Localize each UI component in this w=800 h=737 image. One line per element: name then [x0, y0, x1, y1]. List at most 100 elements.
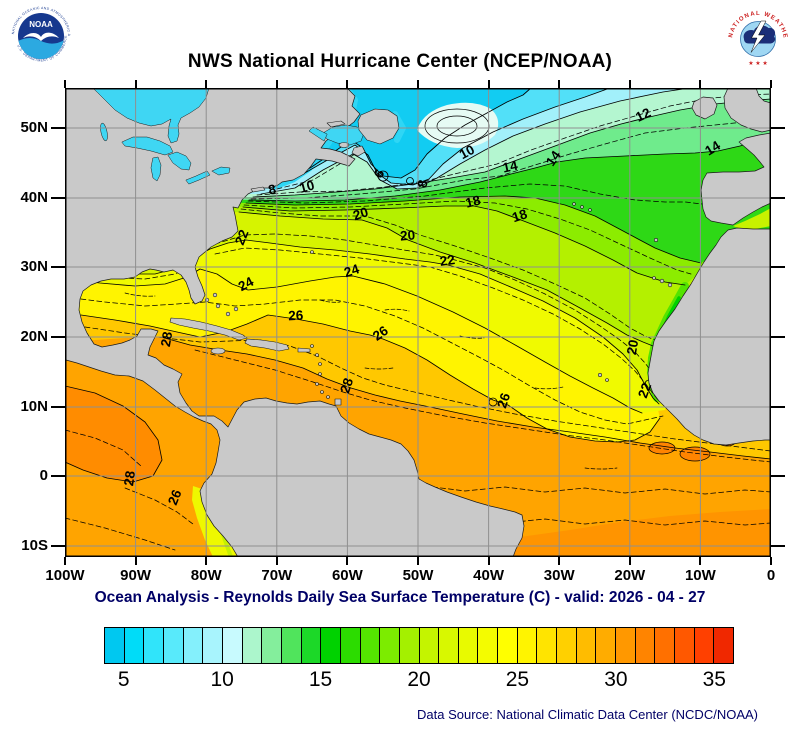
y-axis-tick: [51, 127, 65, 129]
colorbar-cell: [635, 628, 656, 663]
y-axis-tick-right: [771, 266, 785, 269]
colorbar-tick-label: 20: [407, 668, 431, 691]
x-axis-label: 100W: [45, 567, 85, 584]
land-ireland: [691, 96, 718, 120]
colorbar-cell: [183, 628, 204, 663]
x-axis-tick: [699, 557, 702, 565]
colorbar-cell: [458, 628, 479, 663]
y-axis-label: 20N: [20, 327, 48, 345]
isotherm-label: 22: [439, 252, 456, 269]
x-axis-tick-top: [134, 80, 137, 88]
y-axis-tick-right: [771, 335, 785, 338]
y-axis-label: 50N: [20, 119, 48, 136]
colorbar-tick-label: 5: [117, 668, 130, 691]
x-axis-tick-top: [558, 80, 561, 88]
x-axis-tick-top: [417, 80, 419, 88]
colorbar: [104, 627, 734, 664]
colorbar-cell: [557, 628, 577, 663]
colorbar-cell: [340, 628, 361, 663]
colorbar-cell: [694, 628, 715, 663]
isotherm-label: 28: [158, 330, 175, 348]
isotherm-label: 28: [121, 469, 138, 486]
colorbar-cell: [616, 628, 636, 663]
x-axis-tick-top: [699, 80, 702, 88]
page-title: NWS National Hurricane Center (NCEP/NOAA…: [187, 51, 613, 72]
colorbar-cell: [262, 628, 282, 663]
x-axis-tick-top: [628, 80, 631, 88]
isotherm-label: 22: [635, 381, 654, 400]
y-axis-tick: [51, 544, 65, 547]
x-axis-label: 90W: [120, 567, 152, 584]
colorbar-cell: [517, 628, 538, 663]
colorbar-cell: [163, 628, 184, 663]
x-axis-label: 80W: [190, 567, 222, 584]
y-axis-tick: [51, 335, 65, 338]
x-axis-label: 40W: [473, 567, 505, 584]
isotherm-label: 20: [351, 204, 370, 223]
x-axis-tick: [487, 557, 490, 565]
colorbar-cell: [301, 628, 322, 663]
y-axis-label: 10N: [20, 397, 48, 415]
colorbar-tick-label: 25: [505, 668, 530, 691]
y-axis-label: 30N: [20, 258, 48, 276]
map-frame: [65, 88, 771, 557]
x-axis-label: 50W: [402, 567, 434, 584]
isotherm-label: 18: [464, 192, 483, 210]
y-axis-tick-right: [771, 196, 785, 199]
lakes: [92, 88, 365, 185]
colorbar-cell: [105, 628, 125, 663]
colorbar-cell: [419, 628, 440, 663]
colorbar-cell: [144, 628, 164, 663]
colorbar-cell: [222, 628, 243, 663]
colorbar-cell: [439, 628, 459, 663]
data-source-note: Data Source: National Climatic Data Cent…: [417, 707, 758, 722]
isotherm-label: 26: [165, 487, 185, 507]
isotherm-label: 20: [399, 227, 415, 243]
colorbar-cell: [399, 628, 420, 663]
isotherm-label: 22: [232, 228, 252, 248]
x-axis-tick: [134, 557, 137, 565]
nws-logo: NATIONAL WEATHER SERVICE ★ ★ ★: [727, 8, 788, 69]
colorbar-tick-label: 35: [702, 668, 726, 691]
y-axis-tick-right: [771, 544, 785, 547]
nws-logo-lightning-icon: [750, 20, 767, 53]
colorbar-cell: [537, 628, 558, 663]
isotherm-label: 14: [501, 158, 519, 176]
x-axis-label: 20W: [614, 567, 646, 584]
x-axis-tick: [628, 557, 631, 565]
y-axis-tick: [51, 196, 65, 199]
land-europe: [700, 132, 771, 226]
x-axis-label: 30W: [543, 567, 575, 584]
colorbar-tick-label: 15: [308, 668, 333, 691]
x-axis-tick: [205, 557, 208, 565]
y-axis-tick: [51, 405, 65, 408]
isotherm-label: 26: [494, 391, 513, 410]
nws-logo-stars: ★ ★ ★: [748, 60, 767, 67]
x-axis-label: 60W: [331, 567, 363, 584]
isotherm-label: 28: [337, 376, 356, 395]
isotherm-label: 20: [624, 339, 641, 356]
y-axis-tick: [51, 266, 65, 269]
isotherm-label: 14: [702, 138, 723, 159]
x-axis-tick: [275, 557, 278, 565]
islands: [169, 108, 673, 406]
isotherm-label: 8: [267, 181, 278, 197]
x-axis-tick: [64, 557, 66, 565]
y-axis-label: 10S: [21, 536, 48, 554]
noaa-logo-wordmark: NOAA: [29, 20, 53, 29]
isotherm-label: 10: [298, 177, 316, 195]
colorbar-cell: [596, 628, 617, 663]
x-axis-tick-top: [346, 80, 349, 88]
colorbar-cell: [380, 628, 400, 663]
colorbar-tick-label: 30: [604, 668, 628, 691]
x-axis-label: 70W: [261, 567, 293, 584]
isotherm-label: 26: [288, 308, 304, 324]
isotherm-label: 8: [414, 178, 431, 190]
colorbar-cell: [576, 628, 597, 663]
colorbar-cell: [281, 628, 302, 663]
y-axis-label: 40N: [20, 188, 48, 206]
graticule-grid: [65, 88, 771, 557]
map-caption: Ocean Analysis - Reynolds Daily Sea Surf…: [94, 589, 706, 606]
colorbar-cell: [478, 628, 499, 663]
